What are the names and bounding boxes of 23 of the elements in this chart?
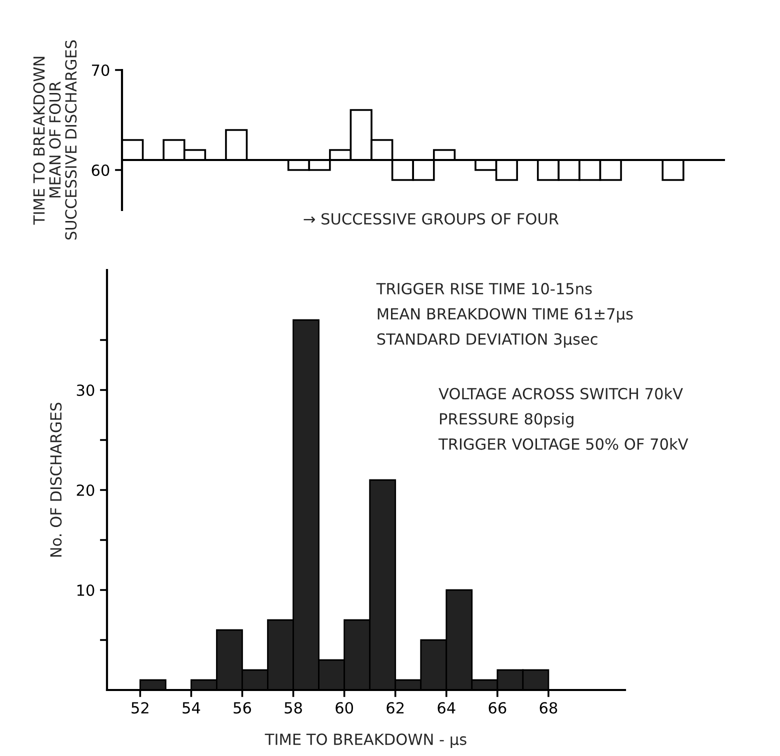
x-tick-label: 60	[336, 702, 354, 714]
annotation: TRIGGER RISE TIME 10-15ns	[376, 282, 592, 294]
x-tick-label: 64	[438, 702, 456, 714]
x-axis-title: TIME TO BREAKDOWN - µs	[264, 734, 466, 748]
y-axis-title: No. OF DISCHARGES	[50, 402, 62, 557]
x-tick-label: 56	[234, 702, 251, 714]
annotation: VOLTAGE ACROSS SWITCH 70kV	[438, 388, 683, 400]
x-tick-label: 68	[540, 702, 558, 714]
x-tick-label: 58	[284, 702, 302, 714]
y-tick-label: 30	[76, 384, 94, 396]
annotation: TRIGGER VOLTAGE 50% OF 70kV	[438, 438, 688, 450]
x-tick-label: 62	[386, 702, 404, 714]
x-tick-label: 54	[182, 702, 200, 714]
y-tick-label: 10	[77, 584, 94, 596]
annotation: STANDARD DEVIATION 3μsec	[377, 333, 598, 348]
y-axis-title: TIME TO BREAKDOWN MEAN OF FOUR SUCCESSIVE DISCHARGES	[33, 40, 77, 240]
text: → SUCCESSIVE GROUPS OF FOUR	[304, 213, 559, 225]
x-tick-label: 52	[132, 702, 148, 714]
y-tick-label: 20	[76, 484, 94, 496]
y-tick-label: 70	[92, 64, 110, 76]
x-tick-label: 66	[488, 702, 506, 714]
annotation: PRESSURE 80psig	[440, 412, 574, 428]
annotation: MEAN BREAKDOWN TIME 61±7μs	[378, 308, 633, 323]
